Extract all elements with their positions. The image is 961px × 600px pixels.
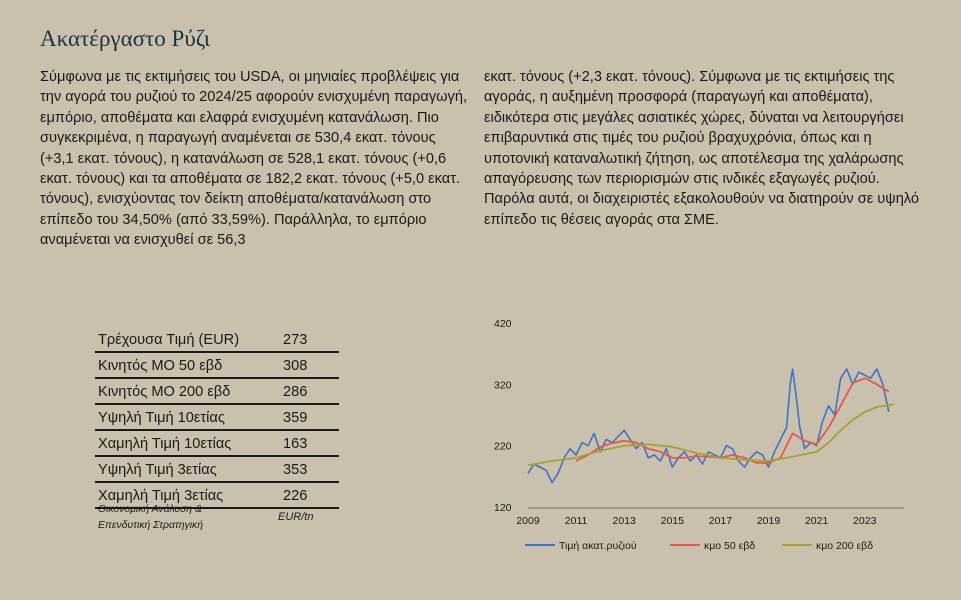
stats-label: Κινητός ΜΟ 50 εβδ <box>95 352 280 379</box>
x-tick-label: 2017 <box>709 515 733 527</box>
stats-value: 353 <box>280 456 339 483</box>
stats-value: 286 <box>280 378 339 405</box>
legend-label: κμο 50 εβδ <box>704 540 755 552</box>
stats-value: 308 <box>280 352 339 379</box>
x-tick-label: 2013 <box>613 515 637 527</box>
stats-row: Χαμηλή Τιμή 10ετίας 163 <box>95 430 339 457</box>
stats-label: Χαμηλή Τιμή 10ετίας <box>95 430 280 457</box>
y-tick-label: 220 <box>494 441 512 453</box>
x-tick-label: 2021 <box>805 515 829 527</box>
stats-value: 273 <box>280 327 339 353</box>
stats-row: Χαμηλή Τιμή 3ετίας 226 <box>95 482 339 509</box>
x-tick-label: 2019 <box>757 515 781 527</box>
stats-label: Χαμηλή Τιμή 3ετίας <box>95 482 280 509</box>
plot-area: 120 220 320 420 2009 2011 2013 2015 2017 2019 2021… <box>494 318 904 552</box>
stats-label: Υψηλή Τιμή 10ετίας <box>95 404 280 431</box>
x-tick-label: 2023 <box>853 515 877 527</box>
stats-table: Τρέχουσα Τιμή (EUR) 273 Κινητός ΜΟ 50 εβδ… <box>95 327 339 509</box>
stats-row: Κινητός ΜΟ 200 εβδ 286 <box>95 378 339 405</box>
stats-label: Κινητός ΜΟ 200 εβδ <box>95 378 280 405</box>
y-tick-label: 320 <box>494 379 512 391</box>
x-tick-label: 2011 <box>565 515 588 527</box>
stats-row: Υψηλή Τιμή 3ετίας 353 <box>95 456 339 483</box>
commentary-left-column: Σύμφωνα με τις εκτιμήσεις του USDA, οι μ… <box>40 69 468 249</box>
x-tick-label: 2009 <box>516 515 540 527</box>
series-line-1 <box>527 368 890 484</box>
commentary-right-column: εκατ. τόνους (+2,3 εκατ. τόνους). Σύμφων… <box>484 69 920 228</box>
series-line-3 <box>527 403 894 467</box>
stats-label: Υψηλή Τιμή 3ετίας <box>95 456 280 483</box>
x-tick-label: 2015 <box>661 515 685 527</box>
stats-row: Κινητός ΜΟ 50 εβδ 308 <box>95 352 339 379</box>
legend-label: Τιμή ακατ.ρυζιού <box>559 540 637 552</box>
legend-label: κμο 200 εβδ <box>816 540 873 552</box>
y-tick-label: 420 <box>494 318 512 330</box>
source-note: Οικονομική Ανάλυση & Επενδυτική Στρατηγι… <box>98 502 203 534</box>
source-line-2: Επενδυτική Στρατηγική <box>98 520 203 531</box>
stats-value: 163 <box>280 430 339 457</box>
stats-label: Τρέχουσα Τιμή (EUR) <box>95 327 280 353</box>
unit-note: EUR/tn <box>278 511 314 523</box>
y-tick-label: 120 <box>494 502 512 514</box>
stats-row: Τρέχουσα Τιμή (EUR) 273 <box>95 327 339 353</box>
stats-row: Υψηλή Τιμή 10ετίας 359 <box>95 404 339 431</box>
stats-value: 359 <box>280 404 339 431</box>
stats-value: 226 <box>280 482 339 509</box>
series-line-2 <box>575 377 890 464</box>
price-chart: 120 220 320 420 2009 2011 2013 2015 2017 2019 2021… <box>494 318 904 552</box>
page-title: Ακατέργαστο Ρύζι <box>40 26 211 51</box>
source-line-1: Οικονομική Ανάλυση & <box>98 504 202 515</box>
